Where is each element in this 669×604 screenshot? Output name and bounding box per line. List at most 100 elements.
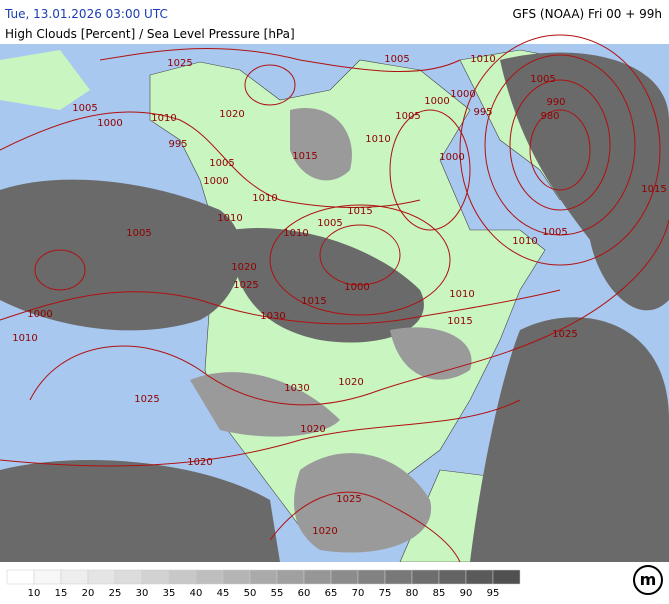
isobar	[0, 289, 561, 325]
isobar	[244, 64, 296, 106]
model-run: GFS (NOAA) Fri 00 + 99h	[512, 7, 662, 21]
isobar-label: 1020	[338, 377, 363, 388]
legend-label: 75	[379, 588, 392, 599]
legend-label: 95	[487, 588, 500, 599]
isobar-label: 1020	[231, 262, 256, 273]
isobar	[0, 399, 521, 467]
isobar	[459, 34, 661, 266]
isobar-label: 1000	[97, 118, 122, 129]
legend-label: 55	[271, 588, 284, 599]
isobar-label: 1025	[336, 494, 361, 505]
legend-label: 30	[136, 588, 149, 599]
isobar-label: 1025	[134, 394, 159, 405]
legend-swatch	[384, 569, 413, 585]
isobar	[0, 111, 421, 208]
isobar-label: 990	[546, 97, 565, 108]
isobar-label: 1005	[395, 111, 420, 122]
legend-swatch	[168, 569, 197, 585]
header-bg	[0, 0, 669, 44]
legend-swatch	[411, 569, 440, 585]
legend-label: 80	[406, 588, 419, 599]
isobar	[34, 249, 86, 291]
cloud	[190, 372, 340, 437]
isobar-label: 1030	[260, 311, 285, 322]
isobar-label: 1005	[530, 74, 555, 85]
legend-swatch	[141, 569, 170, 585]
isobar-label: 1025	[552, 329, 577, 340]
legend-swatch	[465, 569, 494, 585]
isobar-label: 1015	[301, 296, 326, 307]
legend-swatch	[276, 569, 305, 585]
isobar-label: 1005	[72, 103, 97, 114]
cloud	[0, 179, 242, 331]
isobar	[484, 54, 636, 236]
isobar-label: 1005	[126, 228, 151, 239]
cloud	[294, 453, 432, 553]
isobar-label: 1010	[449, 289, 474, 300]
isobar-label: 1000	[27, 309, 52, 320]
cloud	[290, 108, 352, 181]
isobar	[529, 109, 591, 191]
legend-label: 50	[244, 588, 257, 599]
isobar-label: 1025	[233, 280, 258, 291]
isobar-label: 1005	[209, 158, 234, 169]
legend-swatch	[114, 569, 143, 585]
legend-label: 35	[163, 588, 176, 599]
legend-swatch	[195, 569, 224, 585]
legend-label: 20	[82, 588, 95, 599]
isobar-label: 1020	[219, 109, 244, 120]
legend-swatch	[33, 569, 62, 585]
cloud	[0, 460, 280, 562]
legend-swatch	[357, 569, 386, 585]
isobar-label: 1000	[203, 176, 228, 187]
isobar-label: 1015	[447, 316, 472, 327]
legend-label: 65	[325, 588, 338, 599]
isobar-label: 1010	[217, 213, 242, 224]
isobar-label: 1020	[187, 457, 212, 468]
cloud	[470, 317, 669, 562]
isobar-label: 1000	[450, 89, 475, 100]
isobar-label: 1010	[365, 134, 390, 145]
isobar-label: 1030	[284, 383, 309, 394]
isobar	[269, 491, 461, 563]
legend-label: 85	[433, 588, 446, 599]
isobar-label: 980	[540, 111, 559, 122]
isobars	[0, 34, 669, 563]
isobar-label: 1000	[424, 96, 449, 107]
isobar-label: 1005	[317, 218, 342, 229]
cloud	[500, 52, 669, 311]
isobar-label: 995	[473, 107, 492, 118]
isobar-label: 1000	[439, 152, 464, 163]
isobar-label: 1000	[344, 282, 369, 293]
valid-time: Tue, 13.01.2026 03:00 UTC	[4, 7, 168, 21]
legend-swatch	[249, 569, 278, 585]
isobar	[319, 224, 401, 286]
isobar-label: 1010	[470, 54, 495, 65]
parameter: High Clouds [Percent] / Sea Level Pressu…	[5, 27, 295, 41]
legend-swatch	[438, 569, 467, 585]
isobar-label: 1010	[151, 113, 176, 124]
isobar-label: 1010	[12, 333, 37, 344]
isobar-label: 1010	[512, 236, 537, 247]
isobar-label: 1005	[542, 227, 567, 238]
legend-swatch	[330, 569, 359, 585]
cloud	[390, 327, 472, 380]
legend-swatch	[60, 569, 89, 585]
isobar-label: 1015	[292, 151, 317, 162]
legend-swatch	[303, 569, 332, 585]
legend-label: 25	[109, 588, 122, 599]
legend-label: 60	[298, 588, 311, 599]
isobar	[269, 204, 451, 316]
isobar	[99, 47, 461, 72]
isobar-label: 1005	[384, 54, 409, 65]
legend-label: 40	[190, 588, 203, 599]
isobar-label: 1010	[252, 193, 277, 204]
legend-label: 45	[217, 588, 230, 599]
isobar-label: 1020	[312, 526, 337, 537]
isobar	[509, 79, 611, 211]
logo-text: m	[640, 570, 657, 589]
legend-label: 10	[28, 588, 41, 599]
isobar-label: 995	[168, 139, 187, 150]
